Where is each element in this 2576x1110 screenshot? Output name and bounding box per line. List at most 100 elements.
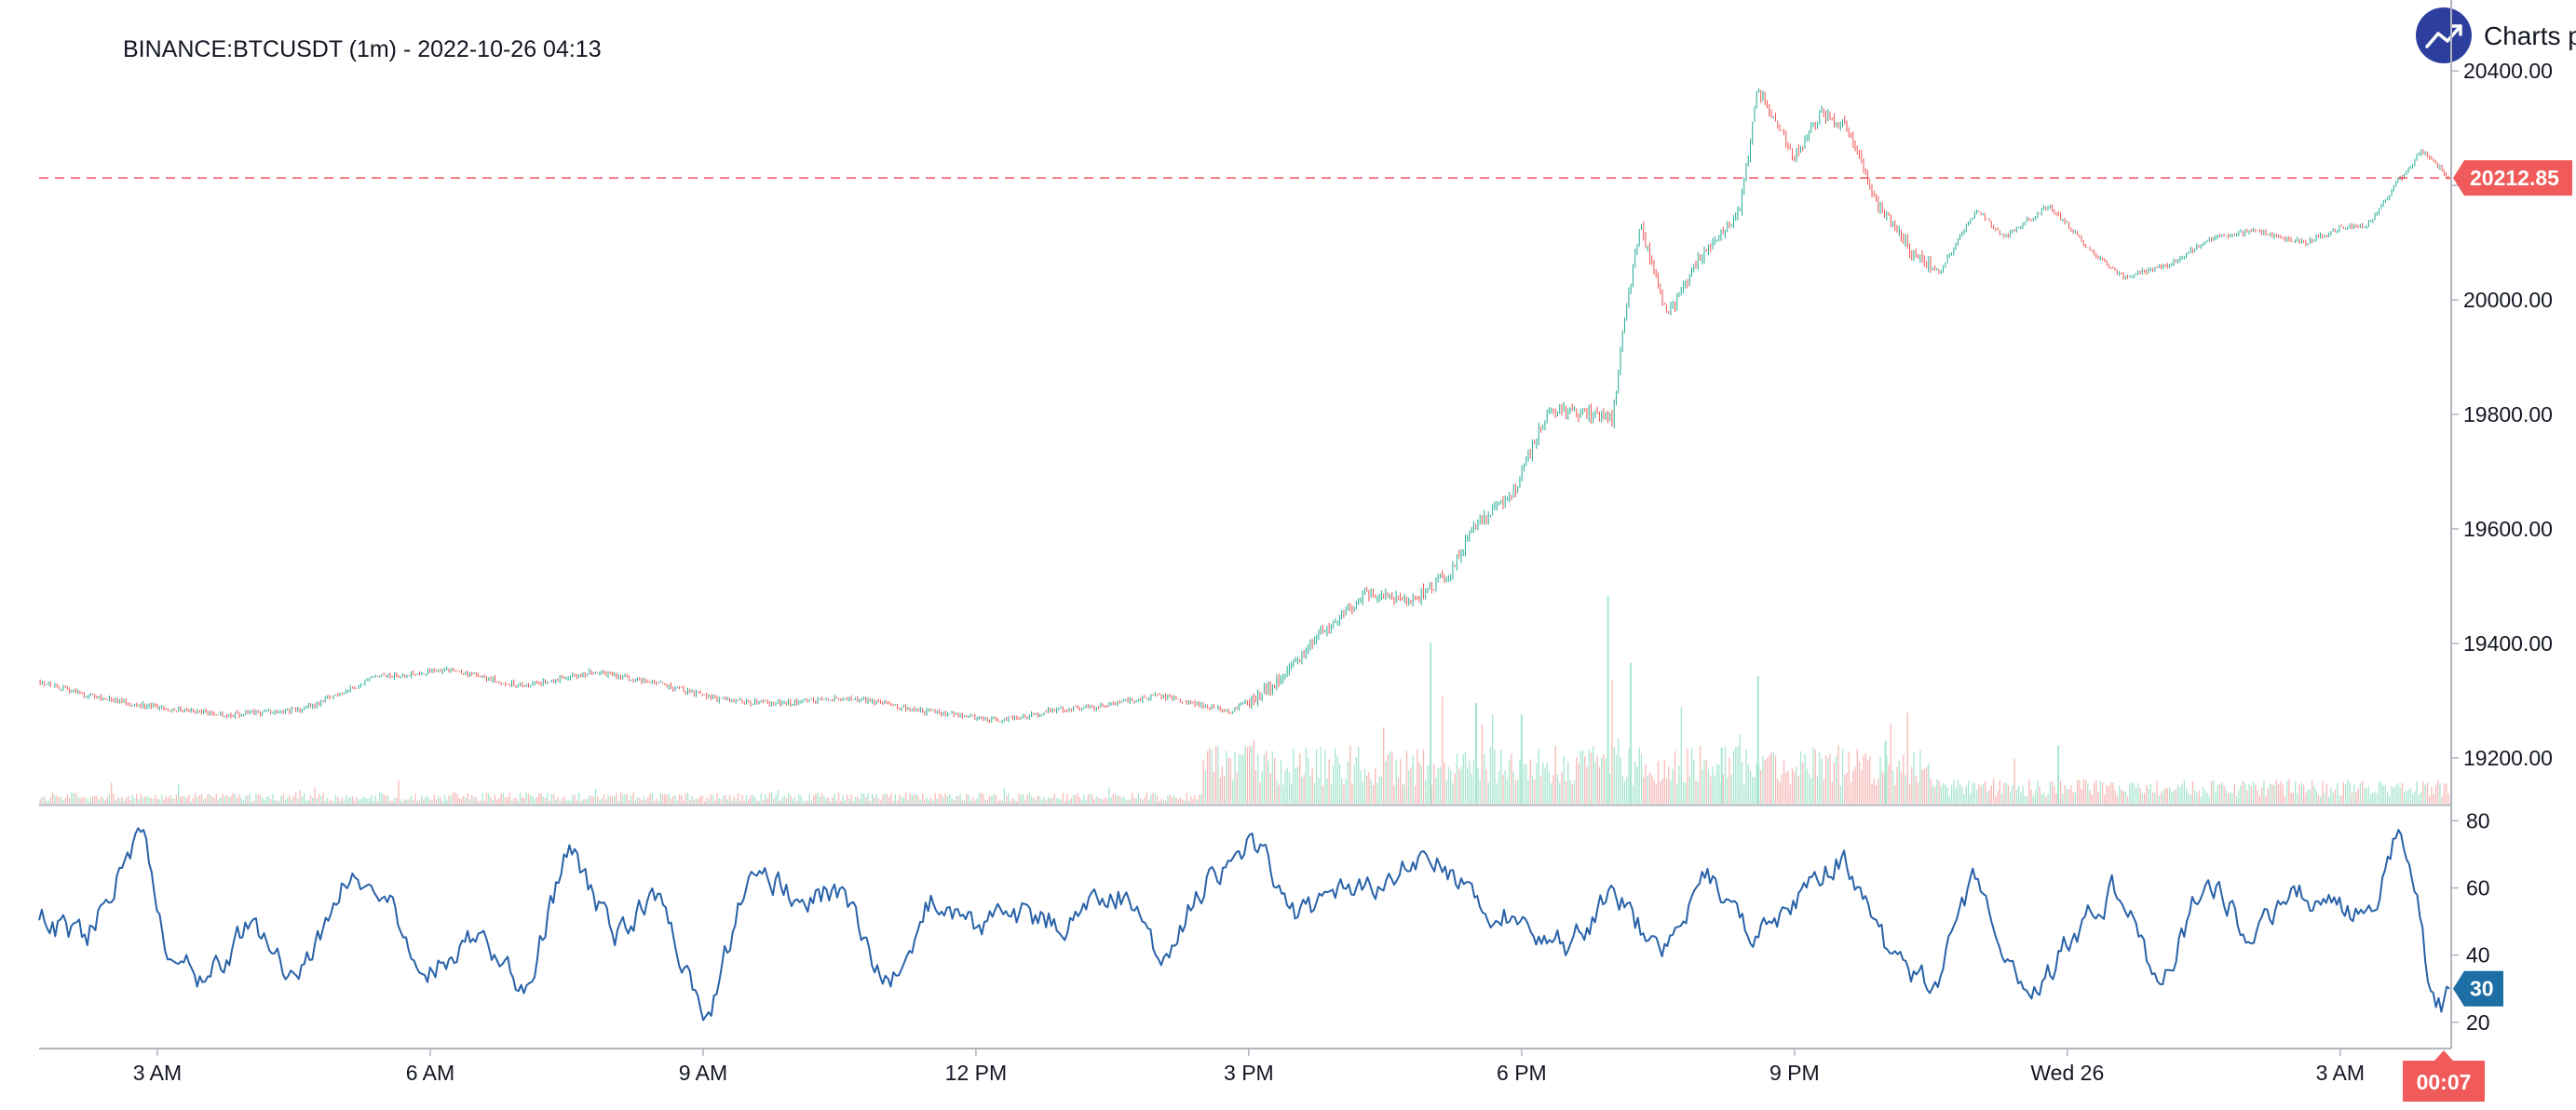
volume-bar xyxy=(465,797,467,804)
volume-bar xyxy=(712,795,714,804)
volume-bar xyxy=(1336,756,1338,804)
volume-bar xyxy=(1804,753,1806,804)
volume-bar xyxy=(131,794,133,804)
volume-bar xyxy=(1836,755,1837,804)
volume-bar xyxy=(1596,755,1598,804)
volume-bar xyxy=(1160,798,1162,804)
volume-bar xyxy=(1789,784,1791,804)
volume-bar xyxy=(255,793,257,804)
time-tick-label: Wed 26 xyxy=(2030,1061,2104,1085)
volume-bar xyxy=(2118,785,2121,804)
volume-bar xyxy=(349,796,351,804)
volume-bar xyxy=(607,794,609,804)
volume-bar xyxy=(2242,780,2244,804)
volume-bar xyxy=(1906,712,1908,804)
volume-bar xyxy=(993,793,995,804)
volume-bar xyxy=(1921,769,1923,804)
volume-bar xyxy=(225,794,228,804)
volume-bar xyxy=(1471,774,1472,804)
volume-bar xyxy=(1278,784,1280,804)
volume-bar xyxy=(389,800,391,804)
volume-bar xyxy=(1078,797,1081,804)
volume-bar xyxy=(1263,754,1266,804)
volume-bar xyxy=(69,797,71,804)
volume-bar xyxy=(1387,754,1389,804)
volume-bar xyxy=(842,795,844,804)
volume-bar xyxy=(2248,784,2250,804)
volume-bar xyxy=(1376,782,1378,804)
volume-bar xyxy=(997,801,999,804)
volume-bar xyxy=(1347,761,1349,804)
volume-bar xyxy=(1110,797,1112,804)
volume-bar xyxy=(971,797,974,804)
volume-bar xyxy=(347,798,349,804)
volume-bar xyxy=(47,800,49,804)
volume-bar xyxy=(1080,799,1083,804)
volume-bar xyxy=(1732,751,1735,804)
volume-bar xyxy=(804,801,807,804)
indicator-axis[interactable]: 80 60 40 20 xyxy=(2451,808,2490,1035)
volume-bar xyxy=(39,799,41,804)
volume-bar xyxy=(1647,775,1648,804)
volume-bar xyxy=(626,793,628,804)
volume-bar xyxy=(793,796,795,804)
volume-bar xyxy=(2337,783,2339,804)
volume-bar xyxy=(280,795,282,804)
volume-bar xyxy=(1598,766,1601,804)
volume-bar xyxy=(664,793,666,804)
volume-bar xyxy=(1246,747,1249,804)
volume-bar xyxy=(2227,792,2230,804)
volume-bar xyxy=(213,797,215,804)
volume-bar xyxy=(1370,779,1372,804)
volume-bar xyxy=(619,792,622,804)
volume-bar xyxy=(71,792,73,804)
volume-bar xyxy=(1345,778,1347,804)
volume-bar xyxy=(295,792,297,804)
time-axis[interactable]: 3 AM 6 AM 9 AM 12 PM 3 PM 6 PM 9 PM Wed 26 3 AM xyxy=(133,1049,2365,1085)
volume-bar xyxy=(329,800,331,804)
volume-bar xyxy=(2260,787,2263,804)
volume-bar xyxy=(1869,756,1871,804)
volume-bar xyxy=(609,796,611,804)
volume-bar xyxy=(1311,767,1313,804)
volume-bar xyxy=(1688,776,1690,804)
volume-bar xyxy=(2380,782,2382,804)
volume-bar xyxy=(892,800,894,804)
volume-bar xyxy=(1891,770,1894,804)
volume-bar xyxy=(1760,769,1762,804)
volume-bar xyxy=(1693,759,1695,804)
volume-bar xyxy=(790,795,792,804)
volume-bar xyxy=(2196,792,2198,804)
volume-bar xyxy=(1816,776,1819,804)
volume-bar xyxy=(381,792,383,804)
volume-bar xyxy=(718,798,720,804)
volume-bar xyxy=(926,797,928,804)
volume-bar xyxy=(569,800,572,804)
volume-bar xyxy=(2407,790,2409,804)
brand-logo[interactable]: Charts p xyxy=(2416,7,2576,63)
volume-bar xyxy=(2084,779,2087,804)
volume-bar xyxy=(144,796,146,804)
volume-bar xyxy=(2095,779,2097,804)
volume-bar xyxy=(66,793,69,804)
volume-bar xyxy=(1045,800,1048,804)
volume-bar xyxy=(1202,760,1204,804)
volume-bar xyxy=(991,795,993,804)
volume-bar xyxy=(1072,794,1075,804)
volume-bar xyxy=(1588,749,1590,804)
volume-bar xyxy=(481,792,483,804)
volume-bar xyxy=(136,793,138,804)
volume-bar xyxy=(188,794,190,804)
volume-bar xyxy=(1576,757,1578,804)
volume-bar xyxy=(320,795,322,804)
volume-bar xyxy=(1112,793,1115,804)
volume-bar xyxy=(1152,792,1154,804)
volume-bar xyxy=(1447,766,1450,804)
volume-bar xyxy=(2133,783,2135,804)
volume-spike xyxy=(1720,748,1723,804)
indicator-line xyxy=(38,827,2450,1022)
volume-bar xyxy=(2340,795,2342,804)
volume-bar xyxy=(2158,795,2161,804)
